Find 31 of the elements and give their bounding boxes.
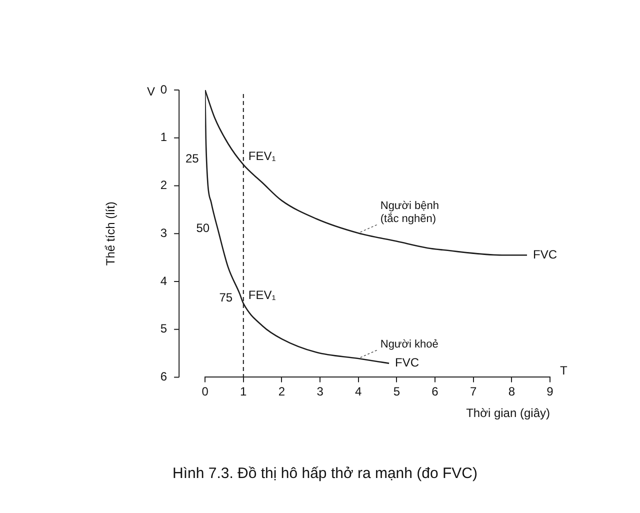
x-tick-label: 7: [470, 384, 478, 399]
y-tick-label: 1: [160, 130, 168, 144]
text: T: [560, 364, 568, 378]
x-tick-label: 0: [202, 384, 209, 399]
x-tick-label: 5: [393, 384, 400, 399]
text: Hình 7.3. Đồ thị hô hấp thở ra mạnh (đo FVC): [172, 465, 478, 482]
y-tick-label: 4: [160, 274, 168, 288]
annotation: 75: [219, 290, 233, 305]
series-label: Người bệnh (tắc nghẽn): [380, 200, 439, 226]
x-axis-title: Thời gian (giây): [466, 406, 550, 420]
annotation: FVC: [533, 247, 558, 262]
annotation: FEV₁: [248, 148, 276, 163]
annotation: FEV₁: [248, 288, 276, 302]
x-tick-label: 6: [432, 384, 439, 399]
y-tick-label: 2: [160, 178, 168, 192]
annotation: 50: [196, 221, 210, 236]
x-tick-label: 1: [240, 384, 248, 399]
y-tick-label: 5: [160, 322, 168, 336]
x-tick-label: 4: [355, 384, 362, 399]
y-axis-title: Thể tích (lít): [104, 202, 118, 266]
series-label: Người khoẻ: [380, 338, 438, 351]
x-tick-label: 2: [278, 384, 286, 399]
y-tick-label: 0: [160, 82, 168, 96]
y-tick-label: 3: [160, 226, 168, 240]
annotation: 25: [185, 152, 200, 166]
x-tick-label: 8: [508, 384, 516, 399]
x-tick-label: 3: [316, 384, 324, 399]
text: V: [147, 84, 156, 98]
y-tick-label: 6: [160, 370, 168, 384]
annotation: FVC: [395, 356, 420, 370]
x-tick-label: 9: [546, 384, 554, 399]
